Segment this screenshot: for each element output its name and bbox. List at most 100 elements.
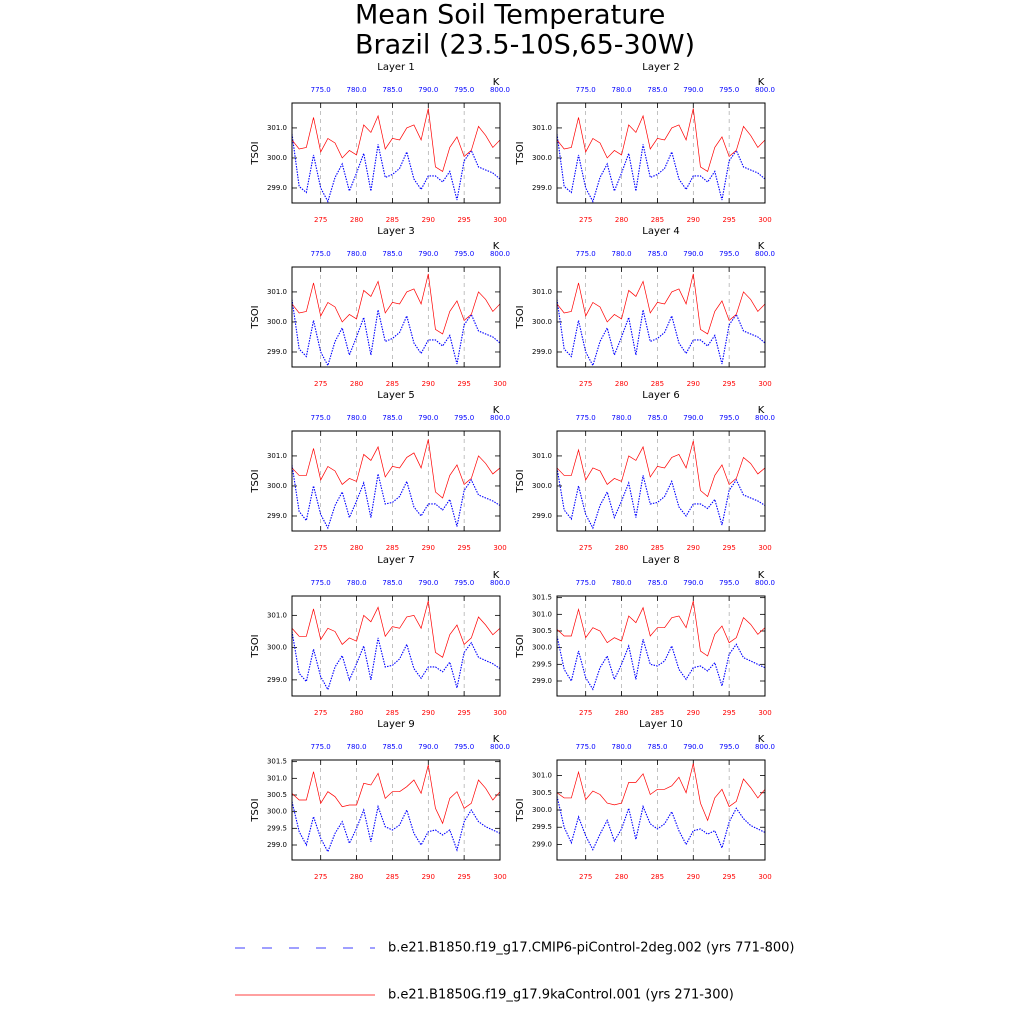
panel-title: Layer 9 [377,719,414,730]
x-tick-label: 280 [350,544,363,552]
series-line [556,108,766,173]
panel-title: Layer 8 [642,555,679,566]
x-tick-label: 275 [314,709,327,717]
x-tick-label: 295 [457,216,470,224]
x-tick-label: 280 [615,709,628,717]
x-tick-label: 285 [386,380,399,388]
x2-tick-label: 790.0 [418,414,438,422]
x-tick-label: 300 [758,380,771,388]
x-tick-label: 290 [422,380,435,388]
x-tick-label: 275 [579,380,592,388]
x2-tick-label: 775.0 [311,743,331,751]
x-tick-label: 285 [651,873,664,881]
panel-title: Layer 1 [377,62,414,73]
x2-tick-label: 800.0 [755,86,775,94]
y-tick-label: 300.0 [532,644,552,652]
series-line [556,763,766,822]
x2-tick-label: 790.0 [418,250,438,258]
y-tick-label: 299.0 [267,676,287,684]
y-axis-label: TSOI [515,305,526,329]
x2-tick-label: 785.0 [647,86,667,94]
x2-tick-label: 775.0 [576,743,596,751]
x2-tick-label: 775.0 [311,250,331,258]
x-tick-label: 295 [457,873,470,881]
x2-tick-label: 785.0 [382,250,402,258]
y-tick-label: 301.5 [532,594,552,602]
x-tick-label: 300 [758,544,771,552]
y-tick-label: 301.0 [532,124,552,132]
x-tick-label: 285 [386,873,399,881]
x-tick-label: 300 [758,873,771,881]
x2-tick-label: 800.0 [490,414,510,422]
series-line [556,600,766,657]
series-line [291,299,501,367]
series-line [556,299,766,367]
units-label: K [493,570,500,581]
x-tick-label: 290 [687,544,700,552]
x2-tick-label: 785.0 [382,414,402,422]
x-tick-label: 300 [758,216,771,224]
y-axis-label: TSOI [250,634,261,658]
x2-tick-label: 785.0 [382,579,402,587]
y-tick-label: 299.0 [267,348,287,356]
x2-tick-label: 775.0 [311,86,331,94]
x2-tick-label: 790.0 [418,86,438,94]
x2-tick-label: 795.0 [719,579,739,587]
y-tick-label: 300.0 [532,482,552,490]
legend-label: b.e21.B1850.f19_g17.CMIP6-piControl-2deg… [388,941,794,956]
plot-frame [556,595,766,697]
x-tick-label: 295 [722,216,735,224]
y-tick-label: 299.0 [532,348,552,356]
x2-tick-label: 780.0 [612,579,632,587]
series-line [291,764,501,825]
series-line [291,464,501,530]
y-tick-label: 300.0 [267,482,287,490]
y-tick-label: 300.0 [532,154,552,162]
plot-frame [556,266,766,368]
panel-title: Layer 10 [639,719,683,730]
x2-tick-label: 790.0 [683,743,703,751]
panel-title: Layer 5 [377,390,414,401]
units-label: K [758,734,765,745]
y-axis-label: TSOI [250,469,261,493]
x-tick-label: 280 [615,380,628,388]
y-tick-label: 300.0 [267,154,287,162]
series-line [291,273,501,335]
x-tick-label: 285 [651,216,664,224]
units-label: K [493,405,500,416]
x-tick-label: 300 [493,709,506,717]
x-tick-label: 290 [422,709,435,717]
x2-tick-label: 785.0 [647,579,667,587]
x2-tick-label: 780.0 [347,743,367,751]
y-tick-label: 301.0 [532,288,552,296]
units-label: K [493,241,500,252]
x-tick-label: 280 [350,709,363,717]
y-axis-label: TSOI [515,634,526,658]
x-tick-label: 300 [493,380,506,388]
y-tick-label: 299.5 [532,660,552,668]
x2-tick-label: 780.0 [347,86,367,94]
x-tick-label: 285 [651,380,664,388]
x2-tick-label: 790.0 [418,579,438,587]
x-tick-label: 275 [314,544,327,552]
x2-tick-label: 785.0 [647,414,667,422]
y-tick-label: 301.5 [267,758,287,766]
x-tick-label: 280 [350,216,363,224]
y-tick-label: 299.0 [267,841,287,849]
x2-tick-label: 795.0 [719,743,739,751]
x-tick-label: 285 [386,709,399,717]
x2-tick-label: 775.0 [576,250,596,258]
x-tick-label: 290 [687,216,700,224]
x-tick-label: 290 [687,380,700,388]
y-tick-label: 300.5 [532,627,552,635]
units-label: K [493,734,500,745]
y-tick-label: 299.0 [532,840,552,848]
x-tick-label: 280 [615,544,628,552]
series-line [556,467,766,530]
y-axis-label: TSOI [250,798,261,822]
x-tick-label: 295 [722,544,735,552]
x-tick-label: 290 [687,709,700,717]
plot-frame [556,430,766,532]
x2-tick-label: 790.0 [683,579,703,587]
